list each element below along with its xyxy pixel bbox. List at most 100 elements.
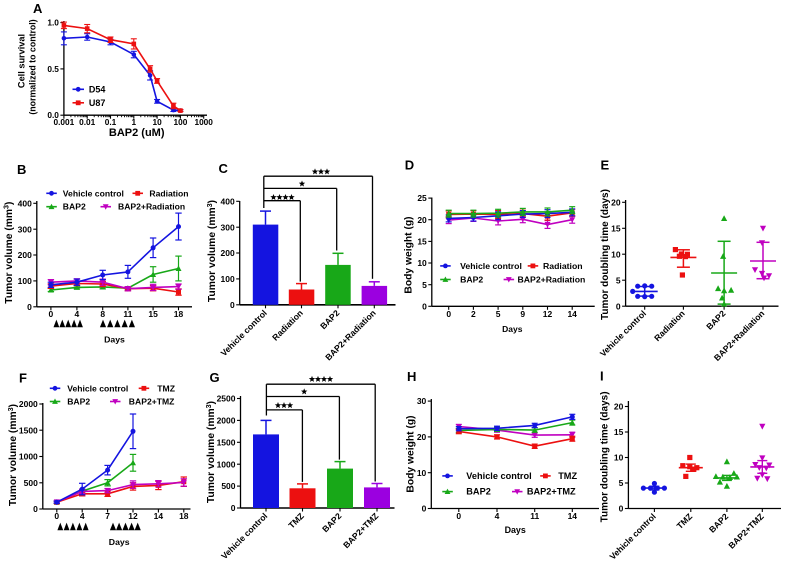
svg-text:25: 25 (417, 193, 427, 203)
svg-text:300: 300 (221, 222, 235, 232)
svg-text:Tumor volume (mm3): Tumor volume (mm3) (205, 200, 218, 302)
svg-text:Radiation: Radiation (149, 188, 188, 198)
svg-text:200: 200 (18, 250, 32, 260)
svg-text:5: 5 (496, 309, 501, 319)
svg-text:0: 0 (616, 301, 621, 311)
svg-text:BAP2: BAP2 (466, 487, 491, 497)
svg-text:15: 15 (614, 427, 624, 437)
svg-text:12: 12 (128, 511, 138, 521)
svg-text:Body weight (g): Body weight (g) (404, 216, 415, 293)
svg-text:Days: Days (104, 335, 125, 345)
svg-text:1500: 1500 (19, 425, 38, 435)
svg-text:Tumor volume (mm3): Tumor volume (mm3) (204, 401, 217, 503)
svg-text:15: 15 (148, 309, 158, 319)
svg-text:BAP2+TMZ: BAP2+TMZ (527, 487, 576, 497)
svg-text:0: 0 (619, 504, 624, 514)
svg-text:2000: 2000 (217, 416, 236, 426)
svg-text:0.5: 0.5 (47, 64, 59, 74)
svg-text:B: B (17, 162, 26, 177)
svg-text:Tumor doubling time (days): Tumor doubling time (days) (600, 391, 611, 522)
svg-text:C: C (219, 161, 229, 176)
svg-text:U87: U87 (89, 98, 106, 108)
svg-text:2: 2 (471, 309, 476, 319)
svg-text:1000: 1000 (194, 117, 213, 127)
svg-text:0: 0 (33, 504, 38, 514)
svg-text:E: E (601, 157, 610, 172)
svg-text:Days: Days (502, 324, 523, 334)
svg-text:Days: Days (109, 537, 130, 547)
svg-text:0: 0 (446, 309, 451, 319)
svg-text:BAP2: BAP2 (67, 397, 90, 407)
svg-text:500: 500 (221, 481, 235, 491)
svg-text:0: 0 (422, 504, 427, 514)
svg-text:4: 4 (80, 511, 85, 521)
svg-text:12: 12 (543, 309, 553, 319)
svg-text:10: 10 (614, 453, 624, 463)
svg-text:D: D (405, 157, 414, 172)
svg-text:300: 300 (18, 224, 32, 234)
svg-text:500: 500 (24, 478, 38, 488)
svg-text:(normalized to control): (normalized to control) (27, 19, 37, 114)
svg-text:7: 7 (105, 511, 110, 521)
svg-text:10: 10 (417, 468, 427, 478)
svg-text:I: I (600, 369, 604, 384)
svg-text:Cell survival: Cell survival (16, 34, 26, 88)
svg-text:5: 5 (422, 280, 427, 290)
svg-text:14: 14 (154, 511, 164, 521)
svg-text:5: 5 (619, 478, 624, 488)
svg-text:2500: 2500 (217, 394, 236, 404)
svg-text:4: 4 (495, 511, 500, 521)
svg-text:100: 100 (221, 274, 235, 284)
svg-text:18: 18 (179, 511, 189, 521)
svg-text:0: 0 (231, 503, 236, 513)
svg-text:400: 400 (221, 196, 235, 206)
svg-text:Vehicle control: Vehicle control (466, 471, 531, 481)
svg-text:Days: Days (505, 525, 526, 535)
svg-text:1000: 1000 (19, 452, 38, 462)
svg-text:0: 0 (54, 511, 59, 521)
svg-text:15: 15 (417, 237, 427, 247)
svg-text:0.1: 0.1 (105, 117, 117, 127)
svg-text:0: 0 (456, 511, 461, 521)
svg-text:30: 30 (417, 396, 427, 406)
svg-text:5: 5 (616, 275, 621, 285)
svg-text:9: 9 (520, 309, 525, 319)
svg-text:0.001: 0.001 (54, 117, 75, 127)
svg-text:TMZ: TMZ (157, 383, 175, 393)
svg-text:Tumor doubling time (days): Tumor doubling time (days) (600, 189, 611, 320)
svg-text:1.0: 1.0 (47, 18, 59, 28)
svg-text:0.01: 0.01 (79, 117, 96, 127)
svg-text:BAP2 (uM): BAP2 (uM) (109, 127, 165, 139)
svg-text:Tumor volume (mm3): Tumor volume (mm3) (2, 201, 15, 303)
svg-text:20: 20 (417, 215, 427, 225)
svg-text:A: A (33, 1, 43, 16)
svg-text:H: H (407, 369, 416, 384)
svg-text:1: 1 (131, 117, 136, 127)
svg-text:20: 20 (614, 402, 624, 412)
svg-text:11: 11 (530, 511, 539, 521)
svg-text:20: 20 (417, 432, 427, 442)
svg-text:11: 11 (123, 309, 132, 319)
svg-text:TMZ: TMZ (558, 471, 577, 481)
svg-text:0: 0 (422, 301, 427, 311)
svg-text:0: 0 (230, 300, 235, 310)
svg-text:10: 10 (417, 258, 427, 268)
svg-text:Vehicle control: Vehicle control (67, 383, 128, 393)
svg-text:D54: D54 (89, 84, 106, 94)
svg-text:BAP2+Radiation: BAP2+Radiation (518, 275, 586, 285)
svg-text:400: 400 (18, 198, 32, 208)
svg-text:100: 100 (173, 117, 187, 127)
svg-text:200: 200 (221, 248, 235, 258)
svg-text:1500: 1500 (217, 437, 236, 447)
svg-text:BAP2+TMZ: BAP2+TMZ (129, 397, 175, 407)
svg-text:F: F (19, 370, 27, 385)
svg-text:0.0: 0.0 (47, 110, 59, 120)
svg-text:14: 14 (567, 309, 577, 319)
svg-text:10: 10 (152, 117, 162, 127)
svg-text:BAP2: BAP2 (63, 202, 86, 212)
svg-text:Vehicle control: Vehicle control (63, 188, 124, 198)
svg-text:15: 15 (611, 223, 621, 233)
svg-text:8: 8 (100, 309, 105, 319)
svg-text:20: 20 (611, 197, 621, 207)
svg-text:2000: 2000 (19, 399, 38, 409)
